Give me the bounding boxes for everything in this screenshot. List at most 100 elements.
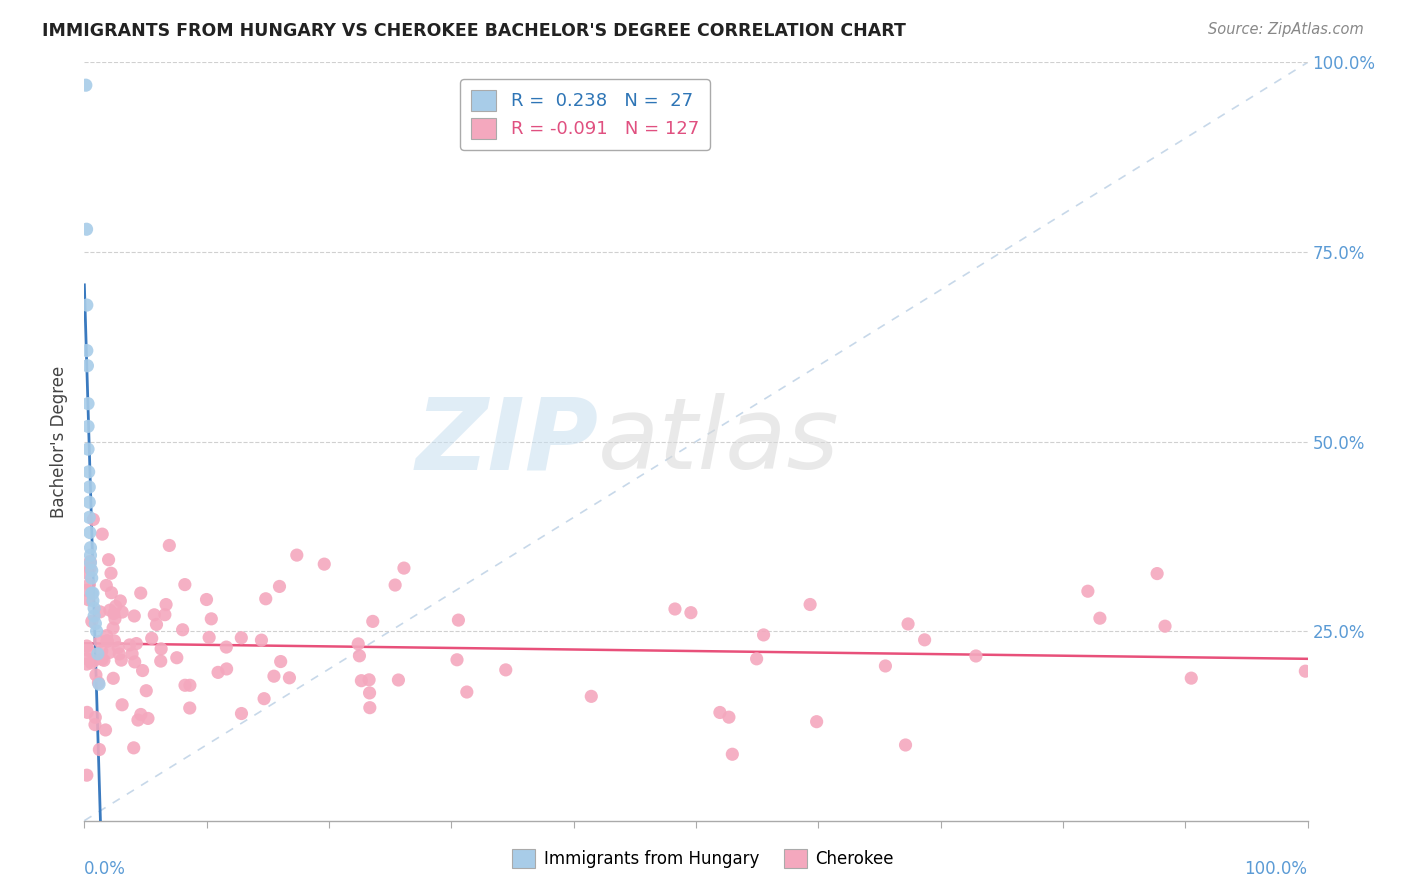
Point [110,653,132,667]
Point [150,641,173,656]
Point [253,691,276,706]
Point [145,617,167,632]
Point [875,659,897,673]
Point [83,654,105,668]
Point [166,650,188,665]
Point [77,480,100,494]
Point [721,747,744,762]
Point [91,652,114,666]
Point [263,669,285,683]
Point [82,586,104,600]
Point [456,685,478,699]
Point [76,359,98,373]
Point [80,656,103,670]
Point [914,632,936,647]
Point [135,683,157,698]
Point [446,653,468,667]
Point [77,419,100,434]
Point [83,608,105,623]
Point [179,678,201,692]
Point [76,343,98,358]
Y-axis label: Bachelor's Degree: Bachelor's Degree [51,366,69,517]
Point [100,585,122,599]
Point [127,713,149,727]
Point [129,707,152,722]
Point [359,673,381,687]
Point [82,594,104,608]
Point [717,710,740,724]
Point [76,768,98,782]
Text: Source: ZipAtlas.com: Source: ZipAtlas.com [1208,22,1364,37]
Point [1077,584,1099,599]
Point [285,548,308,562]
Point [392,561,415,575]
Point [131,664,153,678]
Point [76,657,98,672]
Point [198,631,221,645]
Point [108,647,131,661]
Point [136,711,159,725]
Point [79,555,101,569]
Point [745,652,768,666]
Text: 100.0%: 100.0% [1244,860,1308,878]
Point [153,607,176,622]
Point [1154,619,1177,633]
Point [231,631,253,645]
Point [77,465,100,479]
Point [79,561,101,575]
Point [84,717,107,731]
Point [77,643,100,657]
Point [80,564,103,578]
Point [77,592,100,607]
Point [124,655,146,669]
Point [359,700,381,714]
Point [96,629,118,643]
Point [100,566,122,581]
Point [87,675,110,690]
Point [103,607,125,621]
Point [125,636,148,650]
Point [96,634,118,648]
Text: 0.0%: 0.0% [84,860,127,878]
Point [806,714,828,729]
Point [447,613,470,627]
Point [149,654,172,668]
Point [91,527,114,541]
Point [98,645,121,659]
Point [1180,671,1202,685]
Point [98,603,121,617]
Point [195,592,218,607]
Point [215,662,238,676]
Point [94,723,117,737]
Point [84,616,107,631]
Point [361,615,384,629]
Point [107,640,129,655]
Point [359,686,381,700]
Point [89,605,111,619]
Point [76,651,98,665]
Point [79,556,101,570]
Point [121,647,143,661]
Point [89,742,111,756]
Point [80,586,103,600]
Point [86,624,108,639]
Legend: Immigrants from Hungary, Cherokee: Immigrants from Hungary, Cherokee [505,842,901,875]
Point [129,586,152,600]
Point [90,644,112,658]
Text: ZIP: ZIP [415,393,598,490]
Point [215,640,238,654]
Point [314,557,336,571]
Point [80,571,103,585]
Point [664,602,686,616]
Point [894,738,917,752]
Point [278,671,301,685]
Point [84,668,107,682]
Point [87,647,110,661]
Point [89,634,111,648]
Point [122,740,145,755]
Point [111,698,134,712]
Point [965,648,987,663]
Point [897,616,920,631]
Point [1088,611,1111,625]
Point [111,605,134,619]
